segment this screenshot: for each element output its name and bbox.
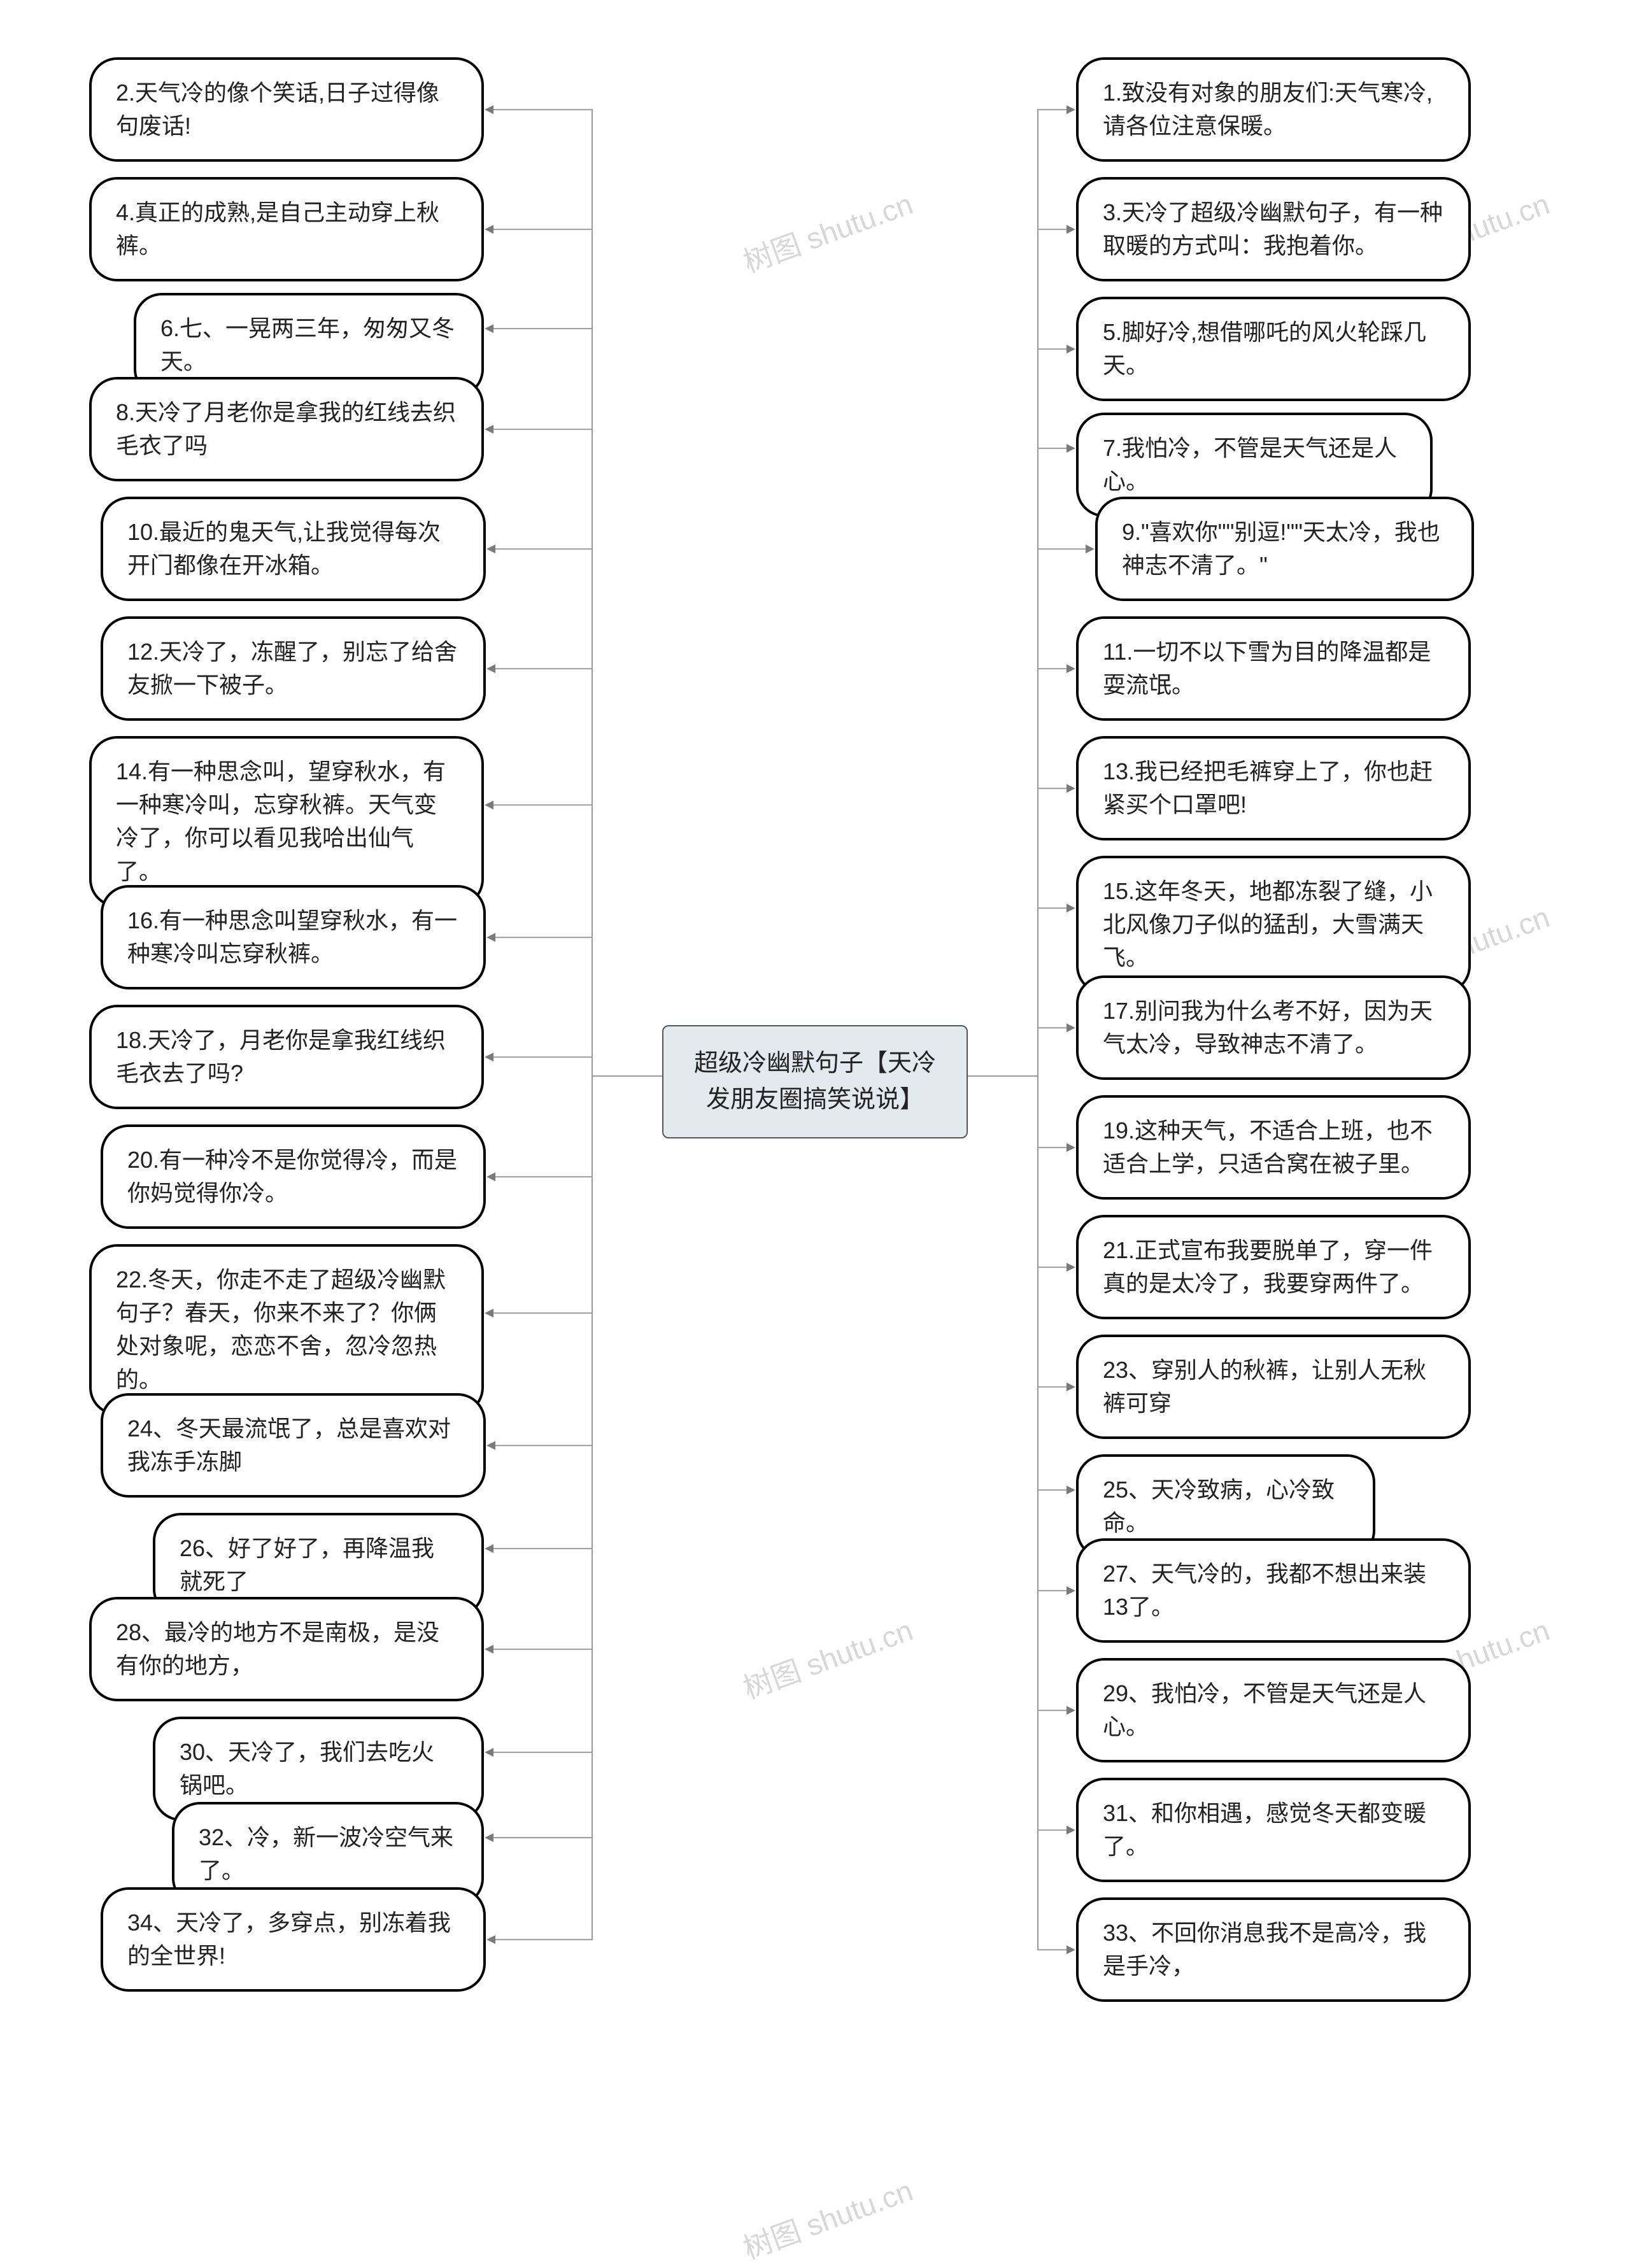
- mindmap-canvas: 树图 shutu.cn树图 shutu.cn树图 shutu.cn树图 shut…: [0, 0, 1630, 2266]
- left-node-7: 16.有一种思念叫望穿秋水，有一种寒冷叫忘穿秋裤。: [101, 885, 486, 989]
- watermark: 树图 shutu.cn: [737, 181, 918, 281]
- left-node-13: 28、最冷的地方不是南极，是没有你的地方，: [89, 1597, 484, 1701]
- left-node-10: 22.冬天，你走不走了超级冷幽默句子？春天，你来不来了？你俩处对象呢，恋恋不舍，…: [89, 1244, 484, 1415]
- right-node-1: 3.天冷了超级冷幽默句子，有一种取暖的方式叫：我抱着你。: [1076, 177, 1471, 281]
- left-node-11: 24、冬天最流氓了，总是喜欢对我冻手冻脚: [101, 1393, 486, 1498]
- left-node-4: 10.最近的鬼天气,让我觉得每次开门都像在开冰箱。: [101, 497, 486, 601]
- right-node-15: 31、和你相遇，感觉冬天都变暖了。: [1076, 1778, 1471, 1882]
- right-node-9: 19.这种天气，不适合上班，也不适合上学，只适合窝在被子里。: [1076, 1095, 1471, 1200]
- watermark: 树图 shutu.cn: [737, 1607, 918, 1707]
- right-node-8: 17.别问我为什么考不好，因为天气太冷，导致神志不清了。: [1076, 975, 1471, 1080]
- right-node-11: 23、穿别人的秋裤，让别人无秋裤可穿: [1076, 1335, 1471, 1439]
- right-node-4: 9."喜欢你""别逗!""天太冷，我也神志不清了。": [1095, 497, 1474, 601]
- left-node-9: 20.有一种冷不是你觉得冷，而是你妈觉得你冷。: [101, 1124, 486, 1229]
- right-node-14: 29、我怕冷，不管是天气还是人心。: [1076, 1658, 1471, 1762]
- left-node-16: 34、天冷了，多穿点，别冻着我的全世界!: [101, 1887, 486, 1992]
- right-node-10: 21.正式宣布我要脱单了，穿一件真的是太冷了，我要穿两件了。: [1076, 1215, 1471, 1319]
- left-node-0: 2.天气冷的像个笑话,日子过得像句废话!: [89, 57, 484, 162]
- left-node-1: 4.真正的成熟,是自己主动穿上秋裤。: [89, 177, 484, 281]
- right-node-5: 11.一切不以下雪为目的降温都是耍流氓。: [1076, 616, 1471, 721]
- right-node-6: 13.我已经把毛裤穿上了，你也赶紧买个口罩吧!: [1076, 736, 1471, 840]
- watermark: 树图 shutu.cn: [737, 2167, 918, 2267]
- right-node-13: 27、天气冷的，我都不想出来装13了。: [1076, 1538, 1471, 1643]
- right-node-16: 33、不回你消息我不是高冷，我是手冷，: [1076, 1897, 1471, 2002]
- left-node-5: 12.天冷了，冻醒了，别忘了给舍友掀一下被子。: [101, 616, 486, 721]
- right-node-0: 1.致没有对象的朋友们:天气寒冷,请各位注意保暖。: [1076, 57, 1471, 162]
- central-topic: 超级冷幽默句子【天冷发朋友圈搞笑说说】: [662, 1025, 968, 1138]
- left-node-8: 18.天冷了，月老你是拿我红线织毛衣去了吗?: [89, 1005, 484, 1109]
- left-node-6: 14.有一种思念叫，望穿秋水，有一种寒冷叫，忘穿秋裤。天气变冷了，你可以看见我哈…: [89, 736, 484, 907]
- right-node-7: 15.这年冬天，地都冻裂了缝，小北风像刀子似的猛刮，大雪满天飞。: [1076, 856, 1471, 994]
- left-node-3: 8.天冷了月老你是拿我的红线去织毛衣了吗: [89, 377, 484, 481]
- right-node-2: 5.脚好冷,想借哪吒的风火轮踩几天。: [1076, 297, 1471, 401]
